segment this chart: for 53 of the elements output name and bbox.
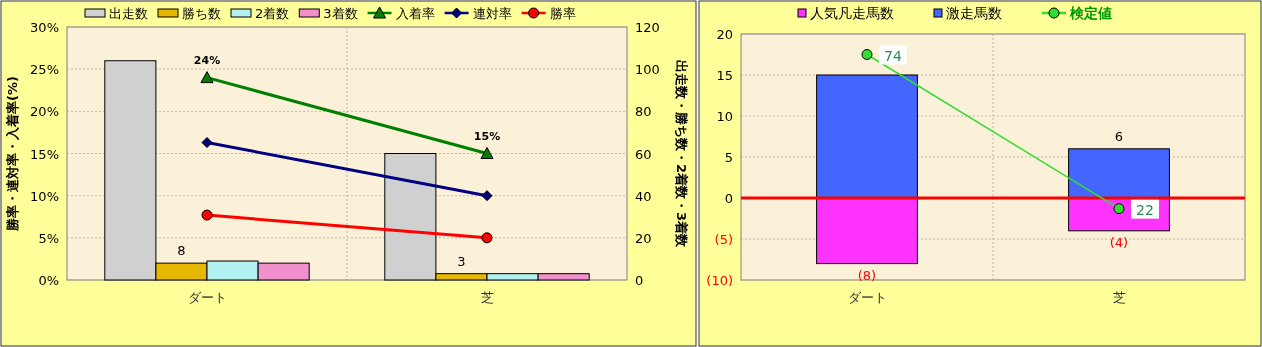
- legend-label: 激走馬数: [946, 5, 1002, 21]
- legend-label: 出走数: [109, 6, 148, 21]
- y-tick-label: 10: [716, 109, 733, 124]
- y2-tick-label: 120: [635, 20, 660, 35]
- annotation: 22: [1136, 201, 1154, 218]
- x-tick-label: ダート: [847, 290, 887, 305]
- y-tick-label: 15%: [30, 146, 59, 162]
- point: [201, 137, 213, 149]
- annotation: 74: [884, 47, 902, 64]
- data-label: 6: [1114, 128, 1124, 144]
- y2-tick-label: 100: [635, 62, 660, 78]
- point: [481, 232, 493, 244]
- data-label: (4): [1109, 234, 1129, 250]
- y-axis-title: 勝率・連対率・入着率(%): [5, 76, 20, 232]
- point: [201, 209, 213, 221]
- y2-tick-label: 40: [635, 188, 652, 204]
- y-tick-label: (5): [714, 232, 733, 247]
- bar: [816, 74, 918, 199]
- data-label: 3: [457, 253, 466, 269]
- data-label: 15%: [473, 129, 501, 143]
- y2-tick-label: 20: [635, 230, 652, 246]
- y-tick-label: 25%: [30, 62, 59, 78]
- y-tick-label: 20%: [30, 104, 59, 120]
- data-label: 8: [177, 243, 186, 259]
- legend-label: 勝率: [549, 6, 576, 21]
- y2-tick-label: 80: [635, 104, 652, 120]
- point: [481, 190, 493, 202]
- bar: [816, 197, 918, 265]
- legend-label: 入着率: [395, 6, 435, 21]
- y-tick-label: 0: [724, 191, 733, 206]
- legend-label: 人気凡走馬数: [810, 5, 894, 21]
- y-tick-label: 10%: [30, 188, 59, 204]
- legend-label: 勝ち数: [182, 6, 221, 21]
- y-tick-label: 15: [716, 68, 733, 83]
- x-tick-label: 芝: [480, 290, 494, 305]
- legend-label: 検定値: [1069, 5, 1112, 21]
- bar: [1068, 148, 1170, 199]
- x-tick-label: 芝: [1112, 290, 1126, 305]
- y2-tick-label: 0: [635, 273, 644, 288]
- y2-axis-title: 出走数・勝ち数・2着数・3着数: [674, 59, 689, 249]
- x-tick-label: ダート: [187, 290, 227, 305]
- y-tick-label: 30%: [30, 20, 59, 35]
- y-tick-label: 5%: [38, 230, 59, 246]
- legend-label: 連対率: [472, 6, 512, 21]
- legend-label: 3着数: [323, 6, 358, 21]
- y2-tick-label: 60: [635, 146, 652, 162]
- data-label: (8): [857, 267, 877, 283]
- data-label: 24%: [193, 53, 221, 67]
- y-tick-label: 0%: [38, 273, 59, 288]
- y-tick-label: 5: [724, 150, 733, 165]
- y-tick-label: (10): [706, 273, 733, 288]
- legend-label: 2着数: [255, 6, 290, 21]
- y-tick-label: 20: [716, 27, 733, 42]
